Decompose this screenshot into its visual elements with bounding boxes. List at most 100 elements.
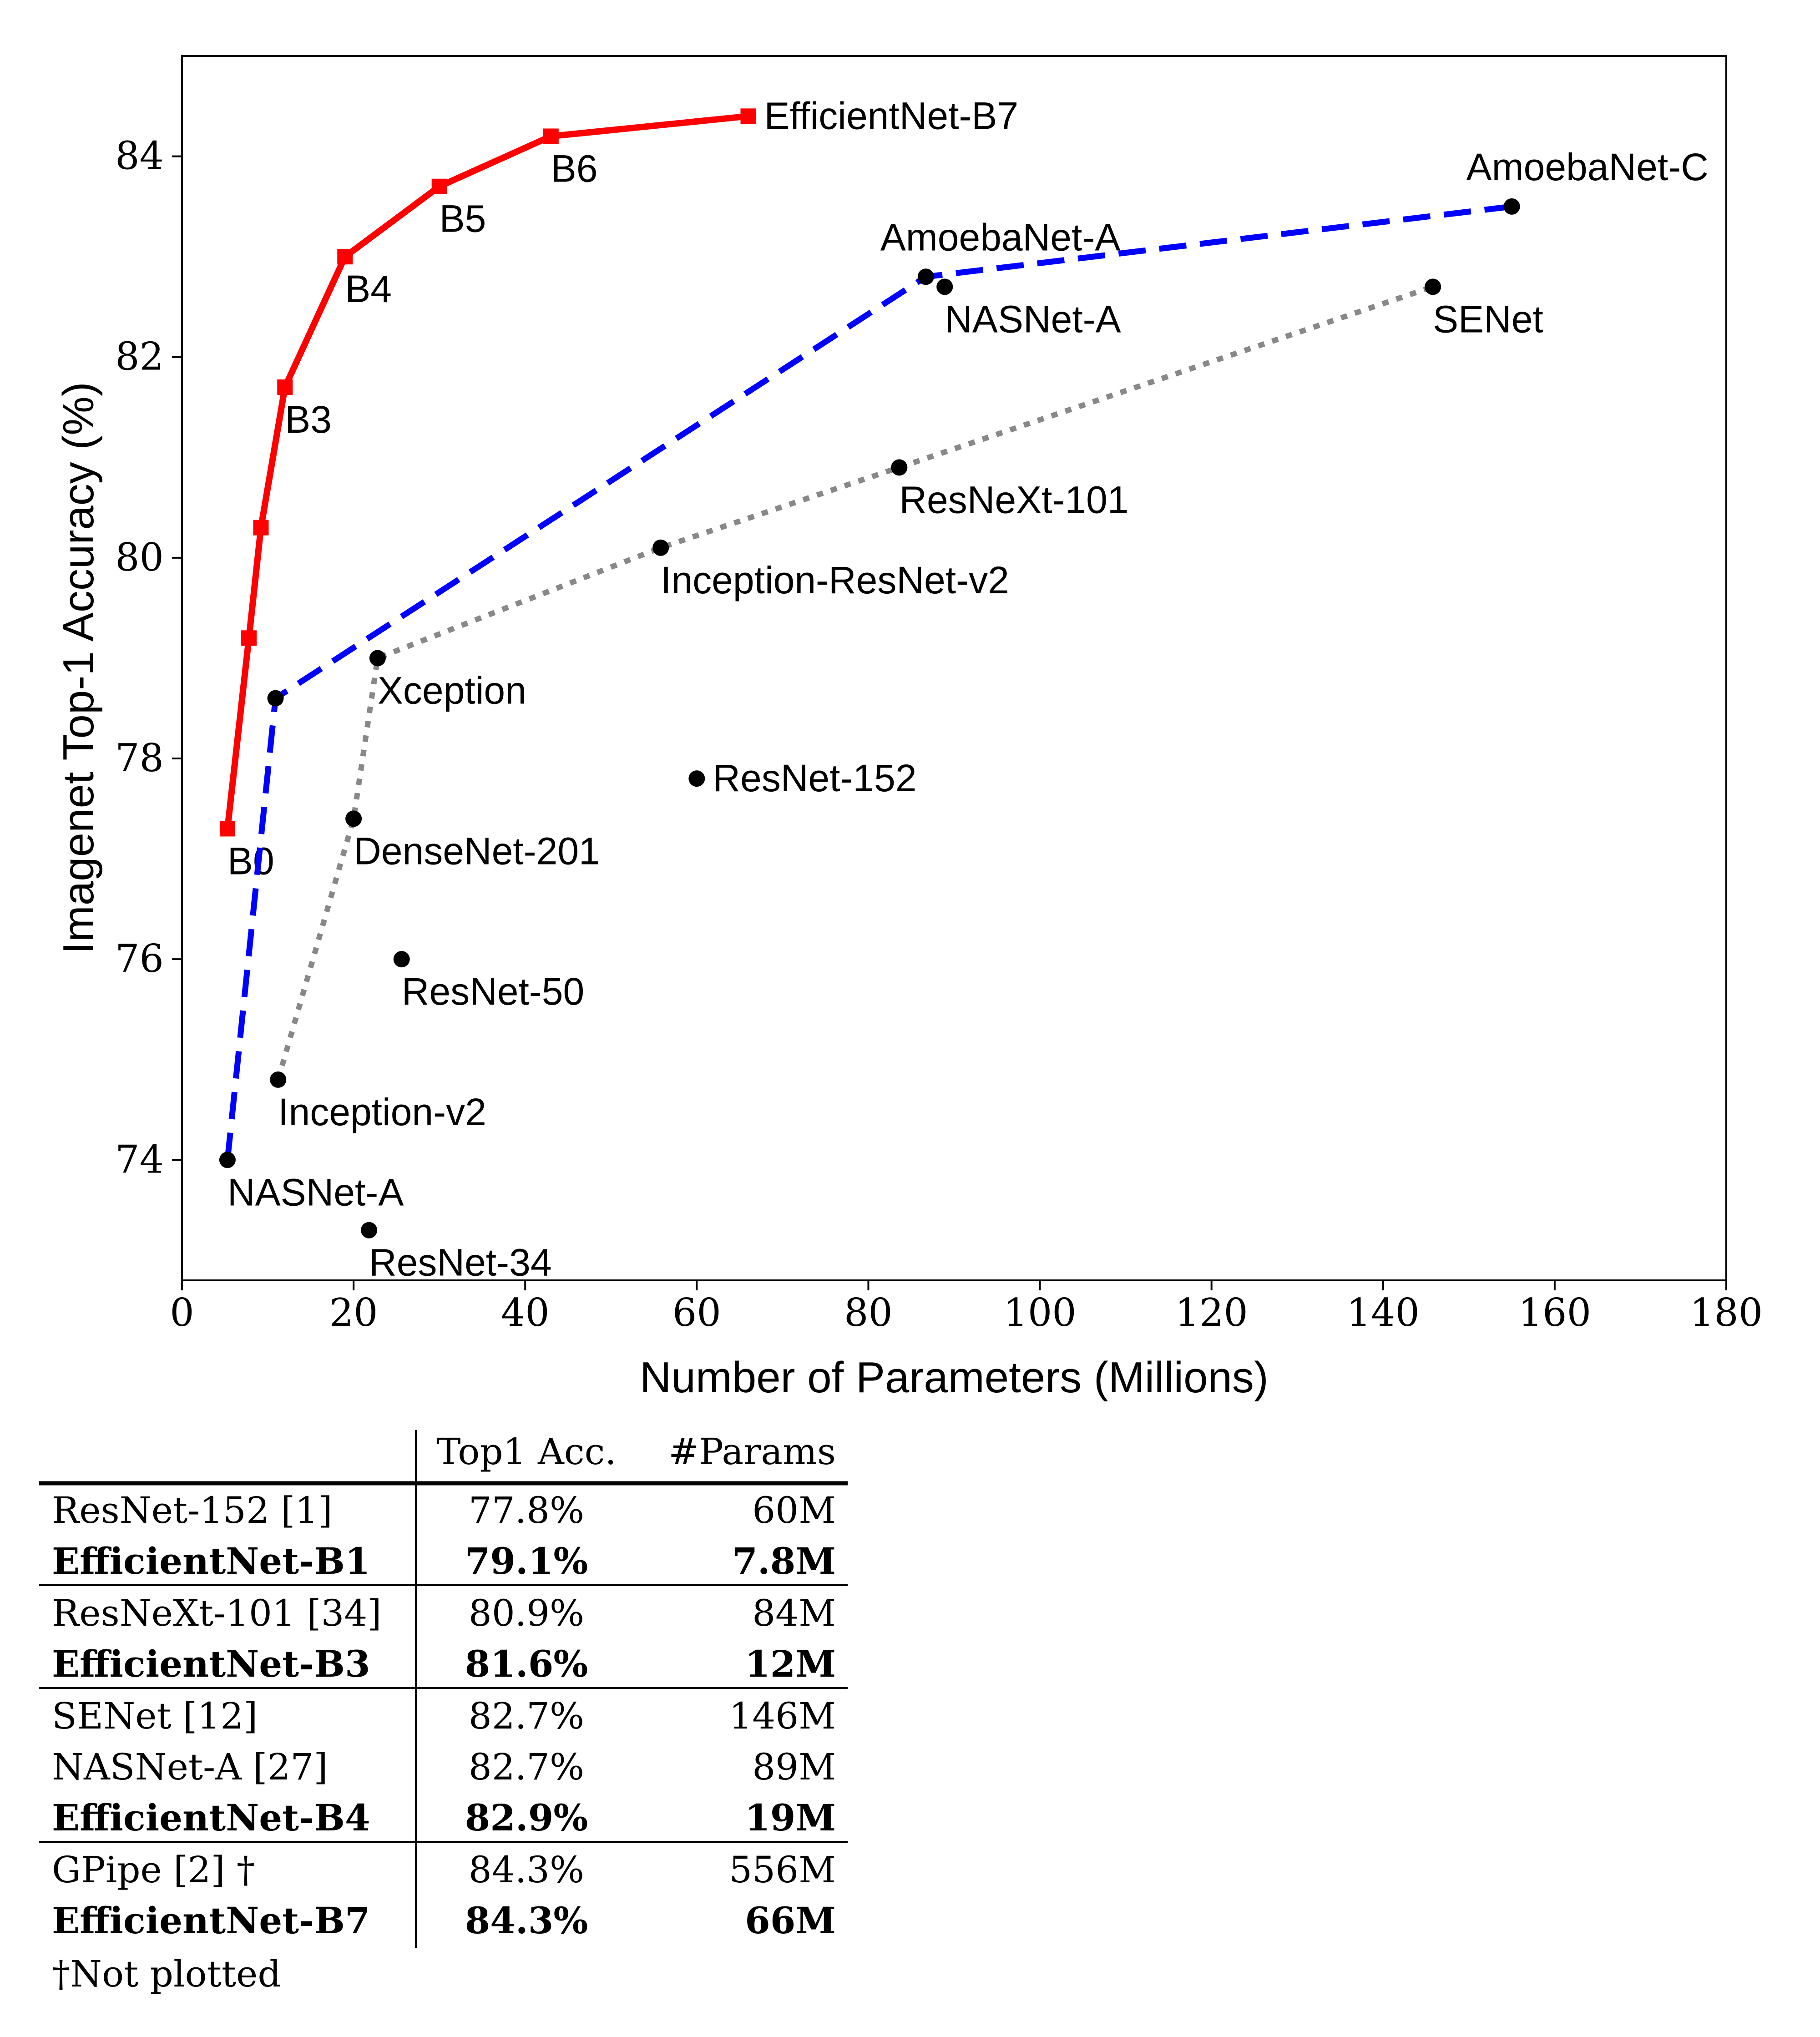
acc-cell: 82.7% bbox=[469, 1695, 584, 1737]
x-tick-label: 180 bbox=[1690, 1290, 1763, 1335]
point-label: ResNeXt-101 bbox=[899, 478, 1128, 521]
model-cell: SENet [12] bbox=[52, 1695, 258, 1737]
model-cell: NASNet-A [27] bbox=[52, 1746, 328, 1788]
y-tick-label: 80 bbox=[115, 535, 164, 580]
point-label: EfficientNet-B7 bbox=[764, 94, 1018, 137]
model-cell: GPipe [2] † bbox=[52, 1849, 255, 1891]
data-point bbox=[652, 539, 669, 556]
series-1: NASNet-A AmoebaNet-A AmoebaNet-C bbox=[219, 146, 1709, 1213]
acc-cell: 84.3% bbox=[465, 1899, 588, 1942]
params-cell: 12M bbox=[745, 1643, 836, 1685]
data-point bbox=[891, 459, 908, 476]
data-point bbox=[253, 520, 269, 536]
point-label: Inception-v2 bbox=[278, 1091, 486, 1133]
data-point bbox=[369, 650, 386, 667]
data-point bbox=[219, 1152, 236, 1168]
header-top1: Top1 Acc. bbox=[436, 1430, 617, 1473]
series-2: Inception-v2 DenseNet-201 Xception Inceptio… bbox=[270, 278, 1543, 1133]
params-cell: 7.8M bbox=[732, 1540, 836, 1582]
point-label: AmoebaNet-A bbox=[880, 216, 1121, 258]
data-point bbox=[337, 249, 353, 265]
params-cell: 19M bbox=[745, 1796, 836, 1839]
data-point bbox=[936, 278, 953, 295]
point-label: Xception bbox=[378, 669, 526, 712]
x-tick-label: 60 bbox=[672, 1290, 721, 1335]
point-label: ResNet-152 bbox=[713, 757, 916, 799]
series-3: ResNet-152 ResNet-50 ResNet-34 NASNet-A bbox=[361, 278, 1121, 1284]
acc-cell: 81.6% bbox=[465, 1643, 588, 1685]
series-line bbox=[224, 203, 1512, 1160]
point-label: B5 bbox=[440, 197, 486, 240]
plot-frame bbox=[181, 55, 1727, 1281]
y-tick-label: 82 bbox=[115, 334, 164, 379]
x-tick-label: 120 bbox=[1175, 1290, 1248, 1335]
point-label: B6 bbox=[551, 147, 598, 190]
data-point bbox=[241, 630, 257, 646]
table-row: ResNeXt-101 [34] 80.9% 84M bbox=[52, 1592, 836, 1634]
params-cell: 89M bbox=[752, 1746, 836, 1788]
point-label: B0 bbox=[228, 839, 274, 882]
data-point bbox=[393, 951, 410, 968]
data-point bbox=[740, 108, 756, 124]
y-tick-label: 84 bbox=[115, 134, 164, 178]
acc-cell: 82.7% bbox=[469, 1746, 584, 1788]
point-label: ResNet-34 bbox=[369, 1241, 552, 1284]
point-label: B3 bbox=[285, 398, 332, 441]
model-cell: ResNet-152 [1] bbox=[52, 1489, 333, 1532]
acc-cell: 79.1% bbox=[465, 1540, 588, 1582]
point-label: SENet bbox=[1433, 298, 1543, 340]
y-axis-label: Imagenet Top-1 Accuracy (%) bbox=[54, 382, 103, 954]
point-label: NASNet-A bbox=[945, 298, 1121, 340]
acc-cell: 82.9% bbox=[465, 1796, 588, 1839]
series-0: B0 B3 B4 B5 B6 EfficientNet-B7 bbox=[219, 94, 1018, 882]
data-point bbox=[361, 1222, 378, 1238]
y-tick-label: 76 bbox=[115, 936, 164, 981]
data-point bbox=[1425, 278, 1441, 295]
series-line bbox=[275, 284, 1434, 1081]
data-point bbox=[277, 379, 293, 395]
data-point bbox=[917, 268, 934, 285]
x-tick-label: 0 bbox=[170, 1290, 194, 1335]
point-label: DenseNet-201 bbox=[354, 829, 600, 872]
params-cell: 60M bbox=[752, 1489, 836, 1532]
data-point bbox=[219, 821, 235, 837]
params-cell: 84M bbox=[752, 1592, 836, 1634]
data-point bbox=[270, 1071, 287, 1088]
x-axis-label: Number of Parameters (Millions) bbox=[640, 1353, 1269, 1402]
x-tick-label: 20 bbox=[329, 1290, 378, 1335]
point-label: NASNet-A bbox=[228, 1171, 404, 1213]
point-label: AmoebaNet-C bbox=[1466, 146, 1709, 188]
x-tick-label: 160 bbox=[1518, 1290, 1591, 1335]
point-label: ResNet-50 bbox=[402, 970, 585, 1013]
params-cell: 146M bbox=[729, 1695, 836, 1737]
acc-cell: 84.3% bbox=[469, 1849, 584, 1891]
table-row: GPipe [2] † 84.3% 556M bbox=[52, 1849, 836, 1891]
table-row: EfficientNet-B4 82.9% 19M bbox=[52, 1796, 836, 1839]
footnote: †Not plotted bbox=[52, 1953, 281, 1995]
data-point bbox=[267, 690, 284, 707]
params-cell: 556M bbox=[729, 1849, 836, 1891]
data-point bbox=[688, 770, 705, 787]
table-row: EfficientNet-B7 84.3% 66M bbox=[52, 1899, 836, 1942]
model-cell: ResNeXt-101 [34] bbox=[52, 1592, 381, 1634]
acc-cell: 80.9% bbox=[469, 1592, 584, 1634]
acc-cell: 77.8% bbox=[469, 1489, 584, 1532]
table-row: NASNet-A [27] 82.7% 89M bbox=[52, 1746, 836, 1788]
x-tick-label: 140 bbox=[1347, 1290, 1420, 1335]
data-point bbox=[345, 810, 362, 827]
x-tick-label: 100 bbox=[1003, 1290, 1076, 1335]
data-point bbox=[1503, 198, 1520, 215]
comparison-table: Top1 Acc. #Params ResNet-152 [1] 77.8% 60M Ef… bbox=[39, 1430, 848, 1995]
table-row: ResNet-152 [1] 77.8% 60M bbox=[52, 1489, 836, 1532]
point-label: B4 bbox=[345, 268, 392, 310]
table-row: EfficientNet-B1 79.1% 7.8M bbox=[52, 1540, 836, 1582]
point-label: Inception-ResNet-v2 bbox=[661, 559, 1009, 601]
x-tick-label: 40 bbox=[501, 1290, 550, 1335]
x-tick-label: 80 bbox=[844, 1290, 893, 1335]
y-tick-label: 78 bbox=[115, 736, 164, 780]
data-point bbox=[543, 128, 559, 144]
model-cell: EfficientNet-B4 bbox=[52, 1796, 370, 1839]
table-row: EfficientNet-B3 81.6% 12M bbox=[52, 1643, 836, 1685]
